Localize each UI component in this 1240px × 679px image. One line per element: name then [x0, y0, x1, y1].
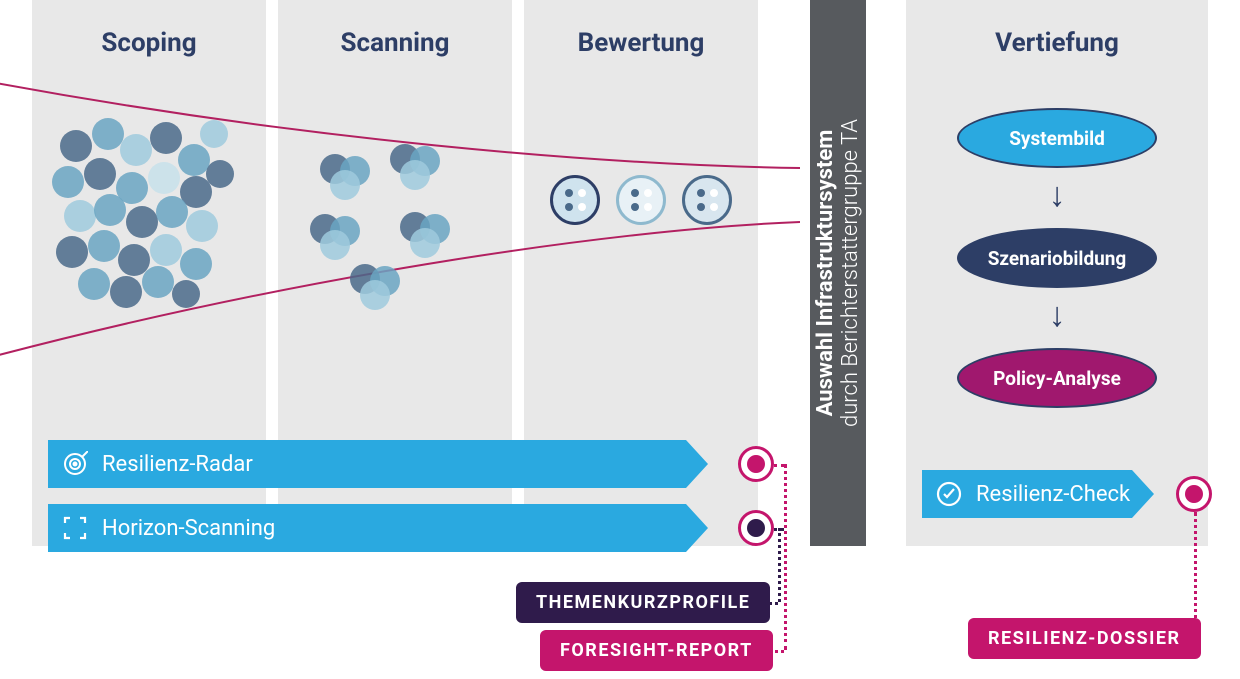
- selection-bar: Auswahl Infrastruktursystem durch Berich…: [810, 0, 866, 546]
- badge-themenkurzprofile: THEMENKURZPROFILE: [516, 582, 770, 623]
- badge-foresight-report: FORESIGHT-REPORT: [540, 630, 773, 671]
- ellipse-policy: Policy-Analyse: [957, 348, 1157, 408]
- ellipse-systembild: Systembild: [957, 108, 1157, 168]
- flow-arrow: ↓: [1049, 178, 1066, 212]
- title-vertiefung: Vertiefung: [906, 28, 1208, 58]
- band-check-label: Resilienz-Check: [976, 482, 1130, 507]
- scan-icon: [62, 515, 88, 541]
- band-resilienz-check: Resilienz-Check: [922, 470, 1154, 518]
- band-radar-label: Resilienz-Radar: [102, 452, 253, 477]
- badge-resilienz-dossier: RESILIENZ-DOSSIER: [968, 618, 1201, 659]
- band-resilienz-radar: Resilienz-Radar: [48, 440, 708, 488]
- dot-dossier: [1176, 476, 1212, 512]
- dot-foresight: [738, 446, 774, 482]
- flow-arrow: ↓: [1049, 298, 1066, 332]
- band-horizon-scanning: Horizon-Scanning: [48, 504, 708, 552]
- dot-themen: [738, 510, 774, 546]
- selection-bar-text: Auswahl Infrastruktursystem durch Berich…: [813, 119, 863, 427]
- band-horizon-label: Horizon-Scanning: [102, 516, 275, 541]
- check-icon: [936, 481, 962, 507]
- target-icon: [62, 451, 88, 477]
- ellipse-szenariobildung: Szenariobildung: [957, 228, 1157, 288]
